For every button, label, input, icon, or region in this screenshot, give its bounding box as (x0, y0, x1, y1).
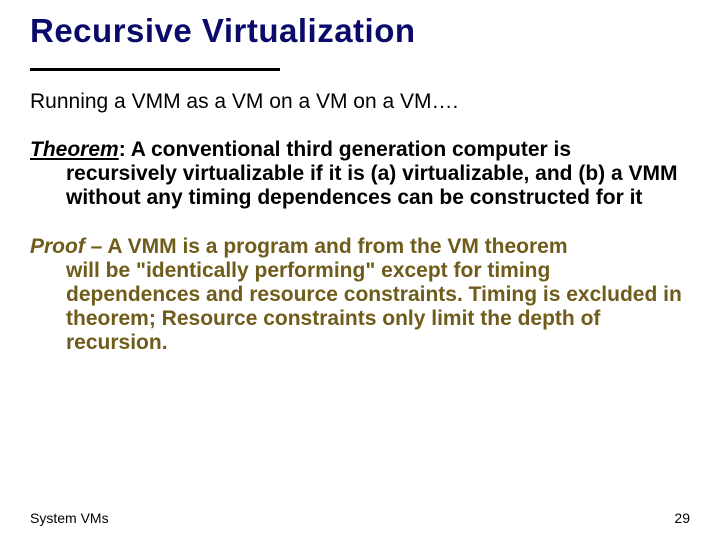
intro-text: Running a VMM as a VM on a VM on a VM…. (30, 90, 690, 114)
proof-indent: will be "identically performing" except … (30, 259, 690, 356)
title-underline (30, 68, 280, 71)
page-number: 29 (674, 510, 690, 526)
theorem-first-rest: A conventional third generation computer… (131, 138, 571, 161)
slide-title: Recursive Virtualization (30, 12, 416, 50)
theorem-indent: recursively virtualizable if it is (a) v… (30, 162, 690, 210)
slide-body: Running a VMM as a VM on a VM on a VM…. … (30, 90, 690, 379)
proof-sep: – (85, 235, 108, 258)
theorem-block: Theorem: A conventional third generation… (30, 138, 690, 210)
proof-lead: Proof (30, 235, 85, 258)
slide: Recursive Virtualization Running a VMM a… (0, 0, 720, 540)
theorem-sep: : (119, 138, 131, 161)
proof-block: Proof – A VMM is a program and from the … (30, 235, 690, 356)
footer-left: System VMs (30, 510, 109, 526)
theorem-lead: Theorem (30, 138, 119, 161)
proof-first-rest: A VMM is a program and from the VM theor… (107, 235, 567, 258)
